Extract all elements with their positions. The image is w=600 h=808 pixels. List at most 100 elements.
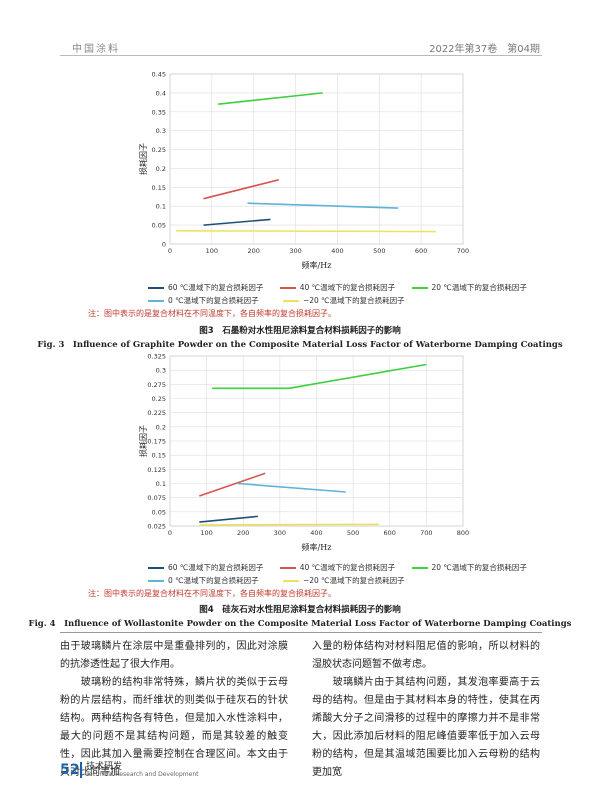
figure-4-caption-en: Fig. 4 Influence of Wollastonite Powder … xyxy=(28,619,572,629)
legend-label-0c: 0 ℃温域下的复合损耗因子 xyxy=(168,576,259,585)
y-tick-label: 0.175 xyxy=(147,438,166,446)
paragraph: 由于玻璃鳞片在涂层中是重叠排列的，因此对涂膜的抗渗透性起了很大作用。 xyxy=(60,641,288,670)
figure-4-legend-row-2: 0 ℃温域下的复合损耗因子 −20 ℃温域下的复合损耗因子 xyxy=(148,575,405,586)
section-title-cn: 技术研发 xyxy=(86,762,123,772)
series-line-0 xyxy=(199,515,258,523)
y-tick-label: 0.025 xyxy=(147,523,166,531)
x-axis-label: 频率/Hz xyxy=(302,260,332,270)
legend-swatch-40c xyxy=(279,287,296,289)
x-tick-label: 700 xyxy=(457,247,469,255)
y-tick-label: 0.15 xyxy=(152,184,166,192)
legend-label-20c: 20 ℃温域下的复合损耗因子 xyxy=(431,563,527,572)
legend-item-40c: 40 ℃温域下的复合损耗因子 xyxy=(279,563,396,572)
series-line-3 xyxy=(247,202,399,209)
paragraph: 玻璃粉的结构非常特殊，鳞片状的类似于云母粉的片层结构，而纤维状的则类似于硅灰石的… xyxy=(60,677,288,778)
x-tick-label: 600 xyxy=(415,247,427,255)
y-tick-label: 0.1 xyxy=(156,203,166,211)
figure-4-legend-row-1: 60 ℃温域下的复合损耗因子 40 ℃温域下的复合损耗因子 20 ℃温域下的复合… xyxy=(148,562,527,573)
legend-item-20c: 20 ℃温域下的复合损耗因子 xyxy=(411,563,527,572)
y-tick-label: 0.2 xyxy=(156,423,166,431)
legend-swatch-0c xyxy=(148,300,164,302)
series-line-2 xyxy=(212,363,427,390)
y-tick-label: 0.25 xyxy=(152,395,166,403)
legend-item-0c: 0 ℃温域下的复合损耗因子 xyxy=(148,296,259,305)
y-tick-label: 0.125 xyxy=(147,466,166,474)
plot-area xyxy=(169,73,464,245)
x-tick-label: 200 xyxy=(248,247,260,255)
y-tick-label: 0.1 xyxy=(156,480,166,488)
x-tick-label: 300 xyxy=(274,529,286,537)
legend-item-60c: 60 ℃温域下的复合损耗因子 xyxy=(148,283,263,292)
x-tick-label: 700 xyxy=(420,529,432,537)
y-tick-label: 0.25 xyxy=(152,146,166,154)
legend-swatch-40c xyxy=(279,567,296,569)
section-title-en: Technical Research and Development xyxy=(86,771,199,778)
legend-label-0c: 0 ℃温域下的复合损耗因子 xyxy=(168,296,259,305)
y-tick-label: 0.3 xyxy=(156,127,166,135)
x-tick-label: 0 xyxy=(168,529,172,537)
y-tick-label: 0.35 xyxy=(152,108,166,116)
y-tick-label: 0.15 xyxy=(152,452,166,460)
series-line-4 xyxy=(176,229,436,233)
series-line-4 xyxy=(199,523,379,526)
y-tick-label: 0.45 xyxy=(152,71,166,79)
figure-3-chart: 0 0.05 0.1 0.15 0.2 0.25 0.3 0.35 0.4 0.45 0 100 200… xyxy=(118,68,478,278)
y-tick-label: 0 xyxy=(162,241,166,249)
x-tick-label: 800 xyxy=(457,529,469,537)
x-tick-label: 400 xyxy=(310,529,322,537)
x-tick-label: 400 xyxy=(331,247,343,255)
y-tick-label: 0.275 xyxy=(147,381,166,389)
series-line-3 xyxy=(237,482,346,493)
legend-swatch-minus20c xyxy=(282,300,299,302)
y-axis-label: 损耗因子 xyxy=(138,425,148,457)
figure-4-plot: 0.025 0.05 0.075 0.1 0.125 0.15 0.175 0.2 0.225 0… xyxy=(138,353,469,553)
footer-divider xyxy=(80,762,82,778)
y-tick-label: 0.4 xyxy=(156,89,166,97)
legend-item-minus20c: −20 ℃温域下的复合损耗因子 xyxy=(282,576,405,585)
legend-label-minus20c: −20 ℃温域下的复合损耗因子 xyxy=(302,296,405,305)
legend-item-0c: 0 ℃温域下的复合损耗因子 xyxy=(148,576,259,585)
series-line-2 xyxy=(218,92,323,106)
legend-item-40c: 40 ℃温域下的复合损耗因子 xyxy=(279,283,396,292)
legend-swatch-60c xyxy=(148,567,164,569)
x-tick-label: 0 xyxy=(168,247,172,255)
body-column-right: 入量的粉体结构对材料阻尼值的影响，所以材料的湿胶状态问题暂不做考虑。 玻璃鳞片由… xyxy=(312,638,540,782)
figure-3-plot: 0 0.05 0.1 0.15 0.2 0.25 0.3 0.35 0.4 0.45 0 100 200… xyxy=(138,71,469,271)
y-tick-label: 0.05 xyxy=(152,508,166,516)
y-tick-label: 0.05 xyxy=(152,222,166,230)
figure-4-caption-cn: 图4 硅灰石对水性阻尼涂料复合材料损耗因子的影响 xyxy=(199,605,401,615)
series-line-1 xyxy=(199,472,266,497)
y-tick-label: 0.3 xyxy=(156,367,166,375)
legend-swatch-20c xyxy=(411,287,428,289)
series-line-0 xyxy=(203,218,271,226)
legend-swatch-minus20c xyxy=(282,580,299,582)
series-line-1 xyxy=(203,179,280,200)
legend-swatch-60c xyxy=(148,287,164,289)
legend-label-40c: 40 ℃温域下的复合损耗因子 xyxy=(299,563,396,572)
x-tick-label: 600 xyxy=(384,529,396,537)
journal-name: 中国涂料 xyxy=(72,44,120,55)
figure-4-note: 注：图中表示的是复合材料在不同温度下，各自频率的复合损耗因子。 xyxy=(88,589,336,598)
figure-3-note: 注：图中表示的是复合材料在不同温度下，各自频率的复合损耗因子。 xyxy=(88,309,336,318)
legend-item-20c: 20 ℃温域下的复合损耗因子 xyxy=(411,283,527,292)
legend-label-40c: 40 ℃温域下的复合损耗因子 xyxy=(299,283,396,292)
y-tick-label: 0.2 xyxy=(156,165,166,173)
x-tick-label: 100 xyxy=(206,247,218,255)
y-axis-label: 损耗因子 xyxy=(138,143,148,175)
figure-3-legend-row-1: 60 ℃温域下的复合损耗因子 40 ℃温域下的复合损耗因子 20 ℃温域下的复合… xyxy=(148,282,527,293)
issue-info: 2022年第37卷 第04期 xyxy=(429,44,540,55)
figure-3-caption-cn: 图3 石墨粉对水性阻尼涂料复合材料损耗因子的影响 xyxy=(199,326,401,336)
page-number: 52 xyxy=(60,762,80,778)
x-tick-label: 500 xyxy=(347,529,359,537)
legend-label-60c: 60 ℃温域下的复合损耗因子 xyxy=(168,563,264,572)
legend-swatch-20c xyxy=(411,567,428,569)
legend-label-20c: 20 ℃温域下的复合损耗因子 xyxy=(431,283,527,292)
figure-3-caption-en: Fig. 3 Influence of Graphite Powder on t… xyxy=(37,340,563,350)
figure-3-legend-row-2: 0 ℃温域下的复合损耗因子 −20 ℃温域下的复合损耗因子 xyxy=(148,295,405,306)
legend-item-60c: 60 ℃温域下的复合损耗因子 xyxy=(148,563,263,572)
legend-item-minus20c: −20 ℃温域下的复合损耗因子 xyxy=(282,296,405,305)
caption-divider xyxy=(60,632,542,633)
legend-label-60c: 60 ℃温域下的复合损耗因子 xyxy=(168,283,264,292)
x-axis-label: 频率/Hz xyxy=(302,542,332,552)
body-column-left: 由于玻璃鳞片在涂层中是重叠排列的，因此对涂膜的抗渗透性起了很大作用。 玻璃粉的结… xyxy=(60,638,288,782)
